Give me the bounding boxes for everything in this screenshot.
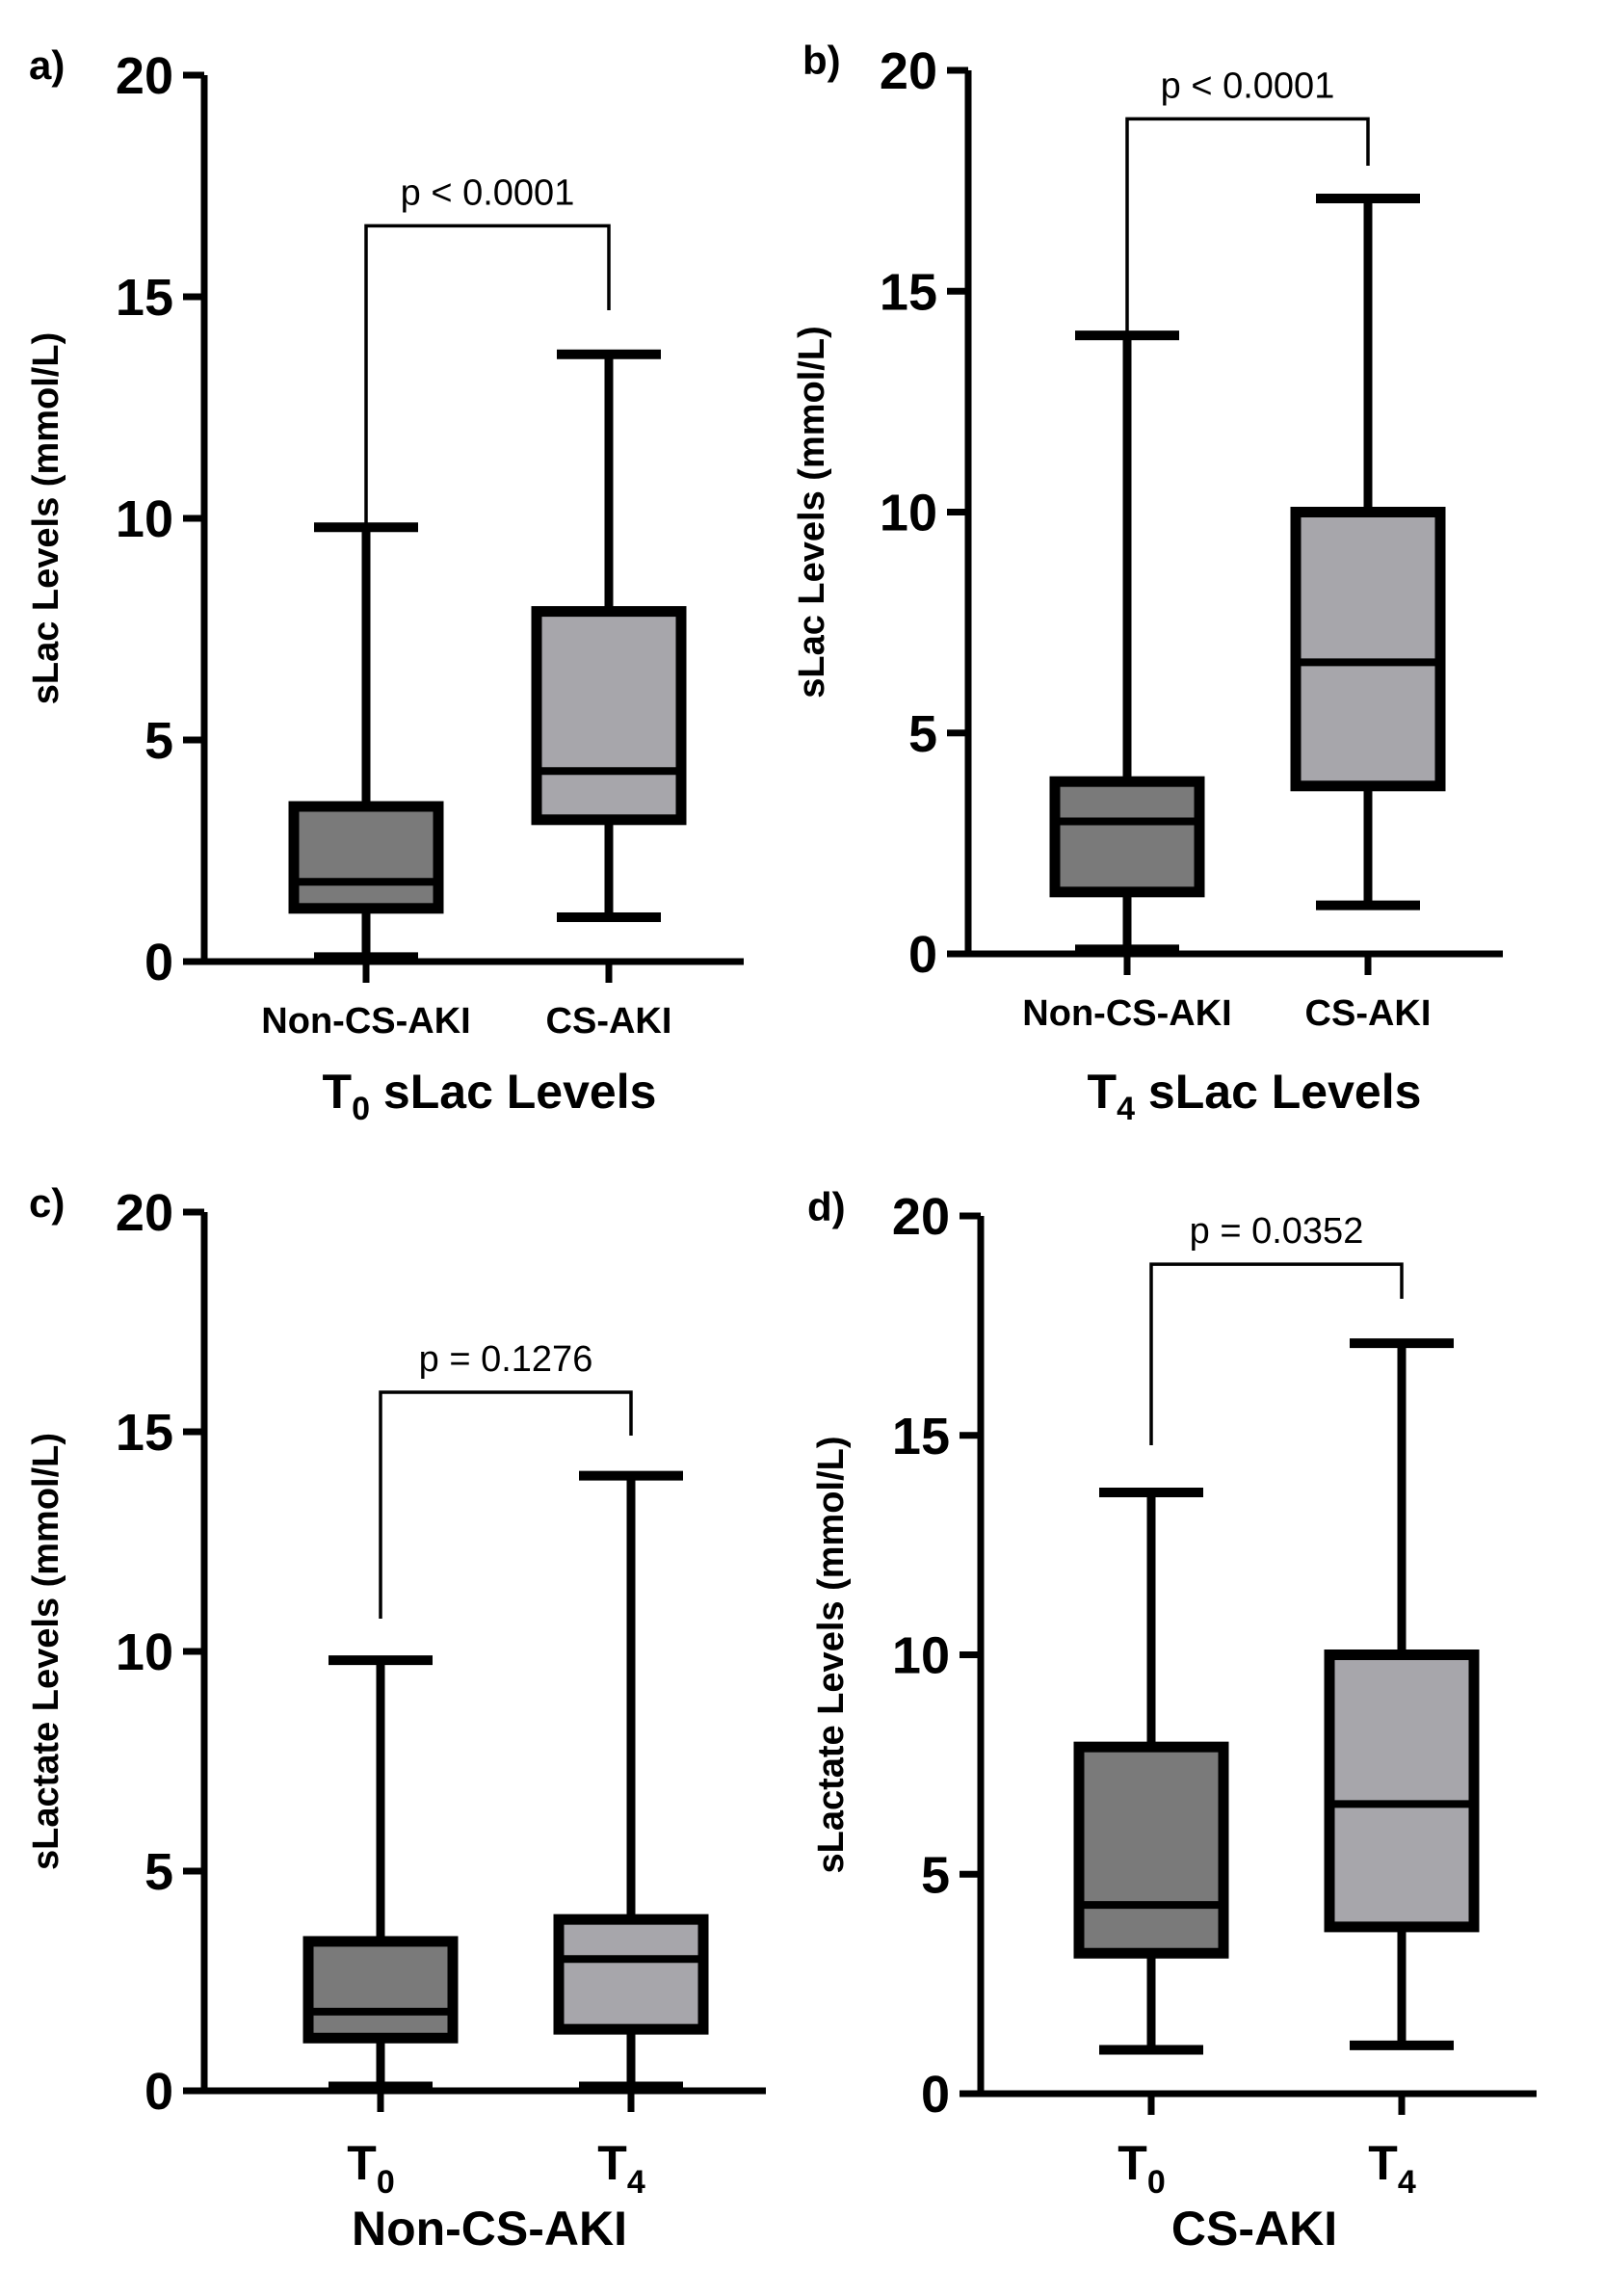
y-tick-label: 5 <box>908 705 937 763</box>
category-label: CS-AKI <box>1305 993 1432 1034</box>
category-label-subscript: 0 <box>377 2164 395 2201</box>
y-tick-label: 15 <box>892 1408 950 1465</box>
panel-label: d) <box>807 1184 846 1229</box>
p-value-label: p = 0.1276 <box>419 1339 593 1380</box>
bracket-line <box>1125 117 1370 334</box>
y-tick-label: 0 <box>145 2063 173 2121</box>
category-label: Non-CS-AKI <box>261 1001 470 1042</box>
significance-bracket: p < 0.0001 <box>1125 66 1370 334</box>
category-label: T4 <box>1368 2136 1416 2201</box>
y-tick-label: 15 <box>116 269 173 327</box>
x-axis-title-rest: sLac Levels <box>370 1065 656 1119</box>
iqr-box <box>1324 1649 1480 1933</box>
iqr-box <box>1073 1741 1229 1959</box>
significance-bracket: p = 0.0352 <box>1149 1211 1404 1445</box>
box-first: T0 <box>302 1655 459 2201</box>
iqr-box <box>1049 776 1205 898</box>
box-second: CS-AKI <box>1290 193 1446 1034</box>
category-label: CS-AKI <box>546 1001 672 1042</box>
y-tick-label: 10 <box>116 490 173 548</box>
category-label-subscript: 4 <box>627 2164 645 2201</box>
significance-bracket: p = 0.1276 <box>379 1339 633 1619</box>
y-tick-label: 0 <box>921 2066 950 2124</box>
box-first: T0 <box>1073 1487 1229 2201</box>
bracket-line <box>1149 1262 1404 1445</box>
p-value-label: p < 0.0001 <box>401 172 575 213</box>
panel-label: c) <box>29 1180 65 1226</box>
y-tick-label: 20 <box>116 1184 173 1242</box>
y-tick-label: 5 <box>921 1846 950 1904</box>
category-label-subscript: 4 <box>1398 2164 1416 2201</box>
bracket-line <box>379 1390 633 1619</box>
significance-bracket: p < 0.0001 <box>364 172 611 540</box>
panel-label: a) <box>29 42 65 88</box>
x-axis-title-main: T <box>323 1065 353 1119</box>
y-tick-label: 15 <box>880 263 937 321</box>
chart-panel-d: d) 0 5 10 15 20 sLactate Levels (mmol/L) T0 T4 p … <box>807 1184 1537 2256</box>
category-label: Non-CS-AKI <box>1022 993 1231 1034</box>
box-first: Non-CS-AKI <box>1022 330 1232 1034</box>
y-axis-label: sLac Levels (mmol/L) <box>26 332 66 704</box>
iqr-box <box>302 1936 459 2044</box>
y-tick-label: 5 <box>145 712 173 770</box>
y-tick-label: 20 <box>880 42 937 100</box>
y-axis-label: sLac Levels (mmol/L) <box>792 326 832 698</box>
box-second: T4 <box>553 1470 709 2201</box>
y-tick-label: 15 <box>116 1404 173 1462</box>
category-label: T4 <box>597 2136 645 2201</box>
category-label-subscript: 0 <box>1147 2164 1166 2201</box>
iqr-box <box>1290 507 1446 792</box>
category-label: T0 <box>1118 2136 1165 2201</box>
x-axis-title-main: CS-AKI <box>1171 2202 1337 2256</box>
x-axis-title-main: Non-CS-AKI <box>352 2202 627 2256</box>
box-second: CS-AKI <box>531 349 687 1042</box>
box-first: Non-CS-AKI <box>261 522 471 1042</box>
x-axis-title: T0 sLac Levels <box>323 1065 657 1127</box>
chart-panel-c: c) 0 5 10 15 20 sLactate Levels (mmol/L) T0 T4 p … <box>26 1180 766 2256</box>
iqr-box <box>553 1913 709 2035</box>
category-label: T0 <box>347 2136 394 2201</box>
x-axis-title-rest: sLac Levels <box>1135 1065 1421 1119</box>
iqr-box <box>288 801 444 914</box>
y-axis-label: sLactate Levels (mmol/L) <box>811 1436 852 1873</box>
x-axis-title: T4 sLac Levels <box>1088 1065 1422 1127</box>
y-tick-label: 0 <box>145 934 173 991</box>
chart-panel-b: b) 0 5 10 15 20 sLac Levels (mmol/L) Non-CS-AKI… <box>792 38 1503 1127</box>
box-second: T4 <box>1324 1338 1480 2201</box>
y-tick-label: 20 <box>892 1188 950 1246</box>
p-value-label: p = 0.0352 <box>1190 1211 1364 1252</box>
y-tick-label: 5 <box>145 1843 173 1901</box>
iqr-box <box>531 606 687 826</box>
x-axis-title-subscript: 4 <box>1117 1091 1135 1127</box>
y-tick-label: 20 <box>116 47 173 105</box>
x-axis-title-subscript: 0 <box>352 1091 370 1127</box>
y-tick-label: 10 <box>892 1627 950 1685</box>
p-value-label: p < 0.0001 <box>1161 66 1335 106</box>
x-axis-title-main: T <box>1088 1065 1118 1119</box>
y-tick-label: 10 <box>880 485 937 542</box>
bracket-line <box>364 224 611 540</box>
panel-label: b) <box>802 38 841 83</box>
x-axis-title: Non-CS-AKI <box>352 2202 627 2256</box>
y-tick-label: 10 <box>116 1623 173 1681</box>
chart-panel-a: a) 0 5 10 15 20 sLac Levels (mmol/L) Non-CS-AKI… <box>26 42 744 1127</box>
y-tick-label: 0 <box>908 926 937 984</box>
x-axis-title: CS-AKI <box>1171 2202 1337 2256</box>
y-axis-label: sLactate Levels (mmol/L) <box>26 1433 66 1870</box>
